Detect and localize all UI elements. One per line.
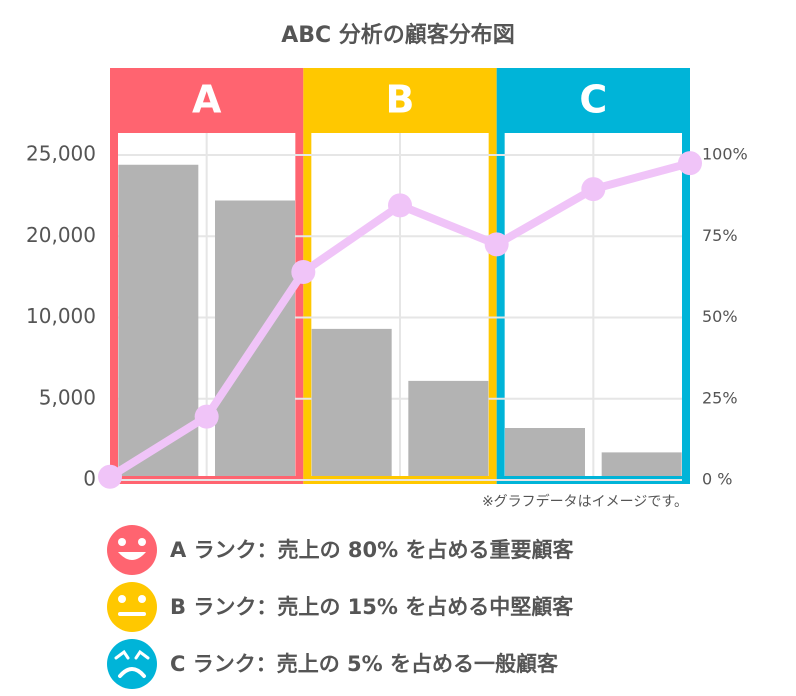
legend-label: C ランク：売上の 5% を占める一般顧客 — [170, 652, 559, 676]
group-label: A — [192, 78, 222, 122]
face-a — [118, 538, 146, 560]
y-tick-label: 25,000 — [26, 142, 96, 166]
line-point — [678, 151, 702, 176]
line-point — [388, 193, 412, 218]
y-tick-label: 5,000 — [39, 385, 96, 409]
bar — [601, 452, 682, 476]
face-c — [114, 649, 150, 678]
legend-label: B ランク：売上の 15% を占める中堅顧客 — [170, 595, 574, 619]
line-point — [194, 404, 219, 429]
note: ※グラフデータはイメージです。 — [482, 493, 688, 510]
chart-title: ABC 分析の顧客分布図 — [281, 22, 515, 48]
y2-tick-label: 50% — [702, 307, 738, 326]
line-point — [484, 232, 509, 257]
bar — [505, 428, 585, 476]
y2-tick-label: 25% — [702, 388, 738, 407]
bar — [311, 328, 392, 476]
legend-icon — [107, 525, 157, 575]
y-tick-label: 20,000 — [26, 223, 96, 247]
legend-label: A ランク：売上の 80% を占める重要顧客 — [170, 538, 574, 562]
line-point — [98, 464, 122, 489]
y-tick-label: 10,000 — [26, 304, 96, 328]
face-b — [118, 595, 146, 616]
bar — [408, 380, 489, 476]
y-tick-label: 0 — [83, 467, 96, 491]
y2-tick-label: 0 % — [702, 470, 732, 489]
y2-tick-label: 75% — [702, 226, 738, 245]
group-label: B — [386, 78, 415, 122]
line-point — [291, 260, 316, 284]
legend-icon — [107, 582, 157, 632]
bar — [118, 164, 199, 476]
legend: A ランク：売上の 80% を占める重要顧客 B ランク：売上の 15% を占める… — [107, 525, 574, 689]
group-label: C — [579, 78, 607, 122]
legend-icon — [107, 639, 157, 689]
y2-tick-label: 100% — [702, 145, 748, 164]
plot: A B C 0 5,000 10,000 20,000 25,000 0 % 25% 50% 75% 1… — [26, 68, 748, 491]
line-point — [581, 177, 606, 202]
